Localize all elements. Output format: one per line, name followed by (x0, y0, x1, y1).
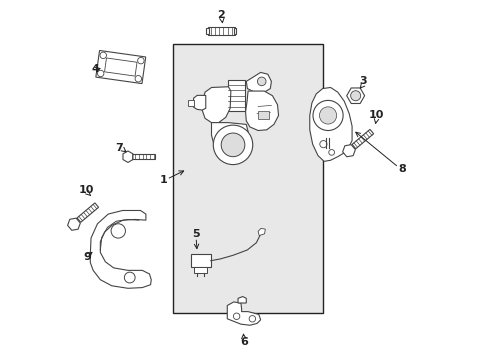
Circle shape (319, 140, 326, 148)
Polygon shape (96, 50, 145, 84)
Polygon shape (67, 218, 80, 230)
Circle shape (100, 52, 106, 59)
Bar (190, 254, 210, 267)
Text: 8: 8 (398, 164, 406, 174)
Polygon shape (122, 151, 133, 162)
Circle shape (137, 57, 144, 64)
Polygon shape (309, 87, 351, 161)
Polygon shape (193, 95, 205, 110)
Bar (128, 154, 155, 159)
Circle shape (124, 272, 135, 283)
Polygon shape (245, 91, 278, 131)
Text: 5: 5 (192, 229, 200, 239)
Polygon shape (211, 123, 247, 155)
Circle shape (319, 107, 336, 124)
Text: 2: 2 (217, 10, 224, 20)
Polygon shape (77, 203, 99, 222)
Text: 10: 10 (79, 185, 94, 195)
Circle shape (257, 77, 265, 86)
Text: 1: 1 (159, 175, 166, 185)
Bar (227, 81, 244, 111)
Text: 9: 9 (83, 252, 91, 262)
Polygon shape (238, 297, 246, 303)
Polygon shape (258, 228, 265, 235)
Circle shape (221, 133, 244, 157)
Bar (187, 100, 193, 106)
Circle shape (312, 100, 343, 131)
Bar (205, 28, 208, 34)
Polygon shape (351, 129, 373, 149)
Circle shape (350, 91, 360, 101)
Bar (207, 27, 234, 35)
Text: 7: 7 (115, 143, 122, 153)
Text: 6: 6 (239, 337, 247, 347)
Circle shape (328, 149, 334, 155)
Polygon shape (342, 145, 355, 157)
Polygon shape (202, 87, 230, 123)
Circle shape (213, 125, 252, 165)
Polygon shape (346, 88, 364, 103)
Polygon shape (90, 211, 151, 288)
Circle shape (135, 76, 141, 82)
Bar (194, 267, 207, 273)
Bar (258, 111, 268, 119)
Bar (233, 28, 236, 34)
Bar (172, 44, 323, 313)
Circle shape (233, 313, 239, 319)
Text: 10: 10 (368, 111, 384, 121)
Text: 3: 3 (358, 76, 366, 86)
Circle shape (249, 316, 255, 322)
Polygon shape (246, 72, 271, 92)
Polygon shape (104, 58, 137, 76)
Circle shape (111, 224, 125, 238)
Polygon shape (227, 302, 260, 325)
Circle shape (97, 70, 104, 77)
Text: 4: 4 (91, 64, 99, 74)
